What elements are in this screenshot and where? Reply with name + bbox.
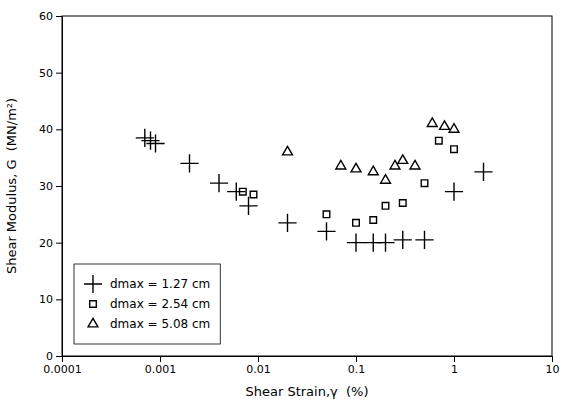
tick-label: 10 [39, 293, 53, 306]
tick: 1 [451, 356, 458, 376]
tick: 0.1 [348, 356, 366, 376]
legend-symbol [90, 301, 97, 308]
point [368, 166, 378, 175]
tick-mark [56, 16, 62, 17]
point [210, 174, 228, 192]
point [180, 154, 198, 172]
plot: 0.0001 0.001 0.01 0.1 1 10 0 10 20 30 40 50 60 dmax =… [39, 10, 560, 376]
points [136, 118, 493, 252]
point [451, 146, 458, 153]
point [351, 163, 361, 172]
legend-frame [74, 264, 220, 344]
point [427, 118, 437, 127]
series [283, 118, 459, 183]
tick-mark [56, 73, 62, 74]
point [278, 214, 296, 232]
point [445, 183, 463, 201]
point [227, 183, 245, 201]
axis-line [56, 17, 63, 357]
tick: 10 [546, 356, 560, 376]
tick-label: 0.1 [348, 363, 366, 376]
point [421, 180, 428, 187]
legend-item: dmax = 2.54 cm [90, 297, 211, 311]
legend-symbol [88, 318, 98, 327]
tick-mark [258, 356, 259, 362]
tick-mark [56, 186, 62, 187]
tick: 30 [39, 180, 62, 193]
point [141, 132, 159, 150]
tick-label: 0.001 [145, 363, 177, 376]
point [382, 203, 389, 210]
tick-label: 0.0001 [43, 363, 82, 376]
point [353, 220, 360, 227]
legend-label: dmax = 5.08 cm [110, 317, 210, 331]
tick: 0 [46, 350, 62, 363]
point [347, 234, 365, 252]
tick-label: 30 [39, 180, 53, 193]
point [283, 146, 293, 155]
tick-label: 1 [451, 363, 458, 376]
tick-mark [56, 129, 62, 130]
point [440, 121, 450, 130]
point [370, 217, 377, 224]
y-axis: 0 10 20 30 40 50 60 [39, 10, 63, 363]
legend-label: dmax = 1.27 cm [110, 277, 210, 291]
series [240, 137, 458, 226]
tick: 0.001 [145, 356, 177, 376]
axis-line [63, 357, 553, 363]
point [146, 134, 164, 152]
tick-label: 20 [39, 237, 53, 250]
tick-label: 10 [546, 363, 560, 376]
point [250, 191, 257, 198]
point [323, 211, 330, 218]
plot-frame [62, 16, 552, 356]
x-axis-title: Shear Strain,γ (%) [245, 384, 368, 399]
tick-mark [56, 243, 62, 244]
tick-label: 40 [39, 123, 53, 136]
point [336, 160, 346, 169]
tick-label: 0.01 [246, 363, 271, 376]
legend: dmax = 1.27 cm dmax = 2.54 cm dmax = 5.08 … [74, 264, 220, 344]
chart: 0.0001 0.001 0.01 0.1 1 10 0 10 20 30 40 50 60 dmax =… [0, 0, 574, 408]
point [436, 137, 443, 144]
legend-label: dmax = 2.54 cm [110, 297, 210, 311]
tick: 0.01 [246, 356, 271, 376]
tick-mark [56, 356, 62, 357]
point [398, 155, 408, 164]
legend-symbol [84, 275, 102, 293]
point [239, 197, 257, 215]
point [399, 200, 406, 207]
tick: 20 [39, 237, 62, 250]
tick-mark [160, 356, 161, 362]
point [449, 124, 459, 133]
series [136, 129, 493, 252]
tick-label: 50 [39, 67, 53, 80]
point [240, 188, 247, 195]
point [415, 231, 433, 249]
point [410, 160, 420, 169]
legend-item: dmax = 1.27 cm [84, 275, 210, 293]
tick: 50 [39, 67, 62, 80]
point [394, 231, 412, 249]
y-axis-title: Shear Modulus, G (MN/m²) [4, 98, 19, 274]
tick-mark [552, 356, 553, 362]
tick: 40 [39, 123, 62, 136]
point [376, 234, 394, 252]
tick-label: 0 [46, 350, 53, 363]
tick-mark [356, 356, 357, 362]
tick-label: 60 [39, 10, 53, 23]
x-axis: 0.0001 0.001 0.01 0.1 1 10 [43, 356, 559, 376]
point [317, 222, 335, 240]
tick-mark [56, 299, 62, 300]
point [474, 163, 492, 181]
legend-item: dmax = 5.08 cm [88, 317, 210, 331]
point [381, 175, 391, 184]
tick: 60 [39, 10, 62, 23]
tick: 10 [39, 293, 62, 306]
tick-mark [454, 356, 455, 362]
